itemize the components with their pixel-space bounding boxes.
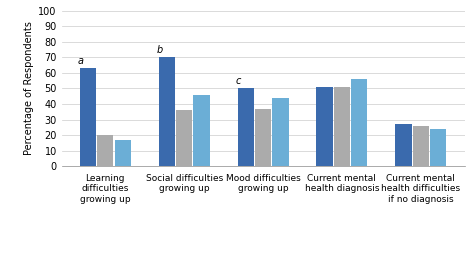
Bar: [255, 109, 271, 166]
Bar: [115, 140, 131, 166]
Bar: [97, 135, 113, 166]
Bar: [273, 98, 289, 166]
Y-axis label: Percentage of Respondents: Percentage of Respondents: [24, 21, 34, 155]
Bar: [351, 79, 367, 166]
Bar: [193, 95, 210, 166]
Text: c: c: [235, 76, 241, 86]
Bar: [176, 110, 192, 166]
Bar: [80, 68, 96, 166]
Bar: [430, 129, 446, 166]
Bar: [413, 126, 429, 166]
Bar: [159, 57, 175, 166]
Bar: [395, 124, 411, 166]
Text: b: b: [156, 45, 163, 55]
Bar: [317, 87, 333, 166]
Bar: [334, 87, 350, 166]
Bar: [237, 88, 254, 166]
Text: a: a: [78, 56, 83, 66]
